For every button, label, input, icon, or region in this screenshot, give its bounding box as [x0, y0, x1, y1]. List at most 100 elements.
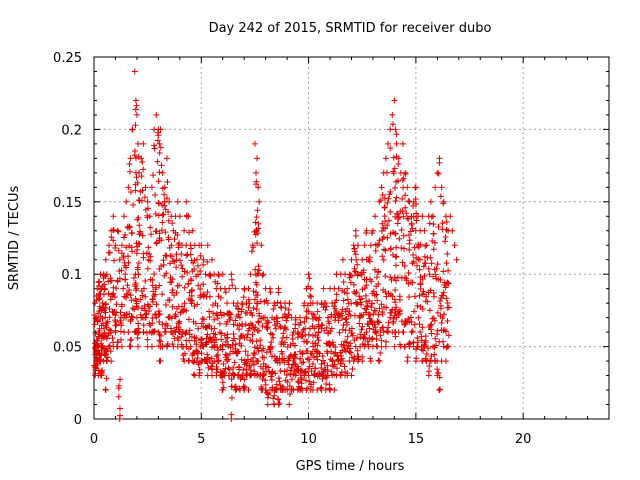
data-point	[174, 232, 181, 239]
data-point	[373, 343, 380, 350]
data-point	[132, 106, 139, 113]
data-point	[383, 304, 390, 311]
data-point	[349, 332, 356, 339]
data-point	[311, 325, 318, 332]
data-point	[423, 242, 430, 249]
data-point	[363, 282, 370, 289]
data-point	[116, 275, 123, 282]
data-point	[372, 329, 379, 336]
data-point	[247, 367, 254, 374]
data-point	[173, 256, 180, 263]
data-point	[324, 362, 331, 369]
data-point	[126, 286, 133, 293]
data-point	[420, 347, 427, 354]
data-point	[411, 244, 418, 251]
data-point	[391, 296, 398, 303]
data-point	[266, 285, 273, 292]
data-point	[378, 301, 385, 308]
data-point	[252, 324, 259, 331]
data-point	[93, 354, 100, 361]
data-point	[181, 284, 188, 291]
data-point	[391, 165, 398, 172]
data-point	[254, 207, 261, 214]
data-point	[156, 319, 163, 326]
data-point	[193, 334, 200, 341]
data-point	[157, 144, 164, 151]
data-point	[335, 356, 342, 363]
data-point	[347, 349, 354, 356]
data-point	[331, 361, 338, 368]
data-point	[426, 307, 433, 314]
data-point	[371, 307, 378, 314]
data-point	[116, 412, 123, 419]
data-point	[414, 302, 421, 309]
data-point	[287, 353, 294, 360]
data-point	[422, 333, 429, 340]
data-point	[344, 370, 351, 377]
data-point	[117, 309, 124, 316]
data-point	[442, 284, 449, 291]
data-point	[200, 281, 207, 288]
data-point	[331, 387, 338, 394]
data-point	[389, 111, 396, 118]
data-point	[444, 279, 451, 286]
data-point	[422, 355, 429, 362]
data-point	[225, 356, 232, 363]
data-point	[416, 256, 423, 263]
data-point	[410, 203, 417, 210]
data-point	[151, 270, 158, 277]
data-point	[205, 364, 212, 371]
data-point	[148, 184, 155, 191]
data-point	[177, 326, 184, 333]
data-point	[298, 376, 305, 383]
data-point	[112, 312, 119, 319]
data-point	[390, 315, 397, 322]
data-point	[120, 285, 127, 292]
data-point	[417, 329, 424, 336]
data-point	[281, 359, 288, 366]
data-point	[128, 336, 135, 343]
data-point	[132, 155, 139, 162]
data-point	[422, 260, 429, 267]
data-point	[379, 220, 386, 227]
data-point	[445, 280, 452, 287]
data-point	[272, 386, 279, 393]
data-point	[254, 371, 261, 378]
data-point	[367, 358, 374, 365]
data-point	[406, 293, 413, 300]
data-point	[238, 342, 245, 349]
data-point	[357, 331, 364, 338]
data-point	[392, 230, 399, 237]
data-point	[131, 68, 138, 75]
data-point	[253, 281, 260, 288]
data-point	[132, 122, 139, 129]
data-point	[161, 184, 168, 191]
data-point	[104, 354, 111, 361]
data-point	[275, 401, 282, 408]
data-point	[425, 345, 432, 352]
data-point	[430, 221, 437, 228]
data-point	[276, 378, 283, 385]
data-point	[268, 369, 275, 376]
data-point	[427, 322, 434, 329]
data-point	[111, 257, 118, 264]
data-point	[140, 285, 147, 292]
data-point	[173, 289, 180, 296]
data-point	[383, 169, 390, 176]
data-point	[122, 231, 129, 238]
data-point	[332, 343, 339, 350]
data-point	[232, 317, 239, 324]
data-point	[400, 213, 407, 220]
data-point	[426, 271, 433, 278]
data-point	[191, 257, 198, 264]
data-point	[194, 354, 201, 361]
data-point	[241, 384, 248, 391]
data-point	[396, 235, 403, 242]
data-point	[416, 266, 423, 273]
data-point	[442, 358, 449, 365]
data-point	[164, 179, 171, 186]
data-point	[359, 286, 366, 293]
data-point	[416, 321, 423, 328]
data-point	[185, 281, 192, 288]
data-point	[302, 377, 309, 384]
